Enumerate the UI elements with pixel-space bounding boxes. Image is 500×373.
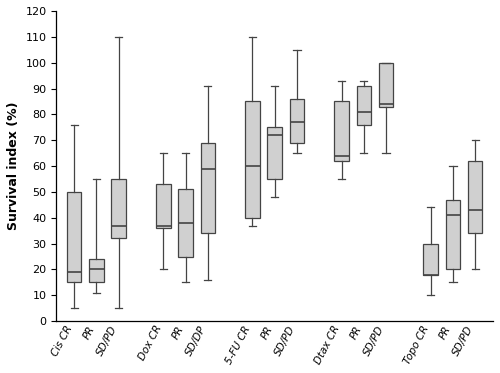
PathPatch shape (200, 143, 215, 233)
PathPatch shape (334, 101, 349, 161)
PathPatch shape (468, 161, 482, 233)
PathPatch shape (112, 179, 126, 238)
PathPatch shape (268, 127, 282, 179)
PathPatch shape (446, 200, 460, 269)
PathPatch shape (290, 99, 304, 143)
PathPatch shape (156, 184, 170, 228)
PathPatch shape (67, 192, 82, 282)
PathPatch shape (89, 259, 104, 282)
PathPatch shape (379, 63, 394, 107)
Y-axis label: Survival index (%): Survival index (%) (7, 102, 20, 230)
PathPatch shape (245, 101, 260, 218)
PathPatch shape (178, 189, 193, 257)
PathPatch shape (424, 244, 438, 275)
PathPatch shape (356, 86, 371, 125)
